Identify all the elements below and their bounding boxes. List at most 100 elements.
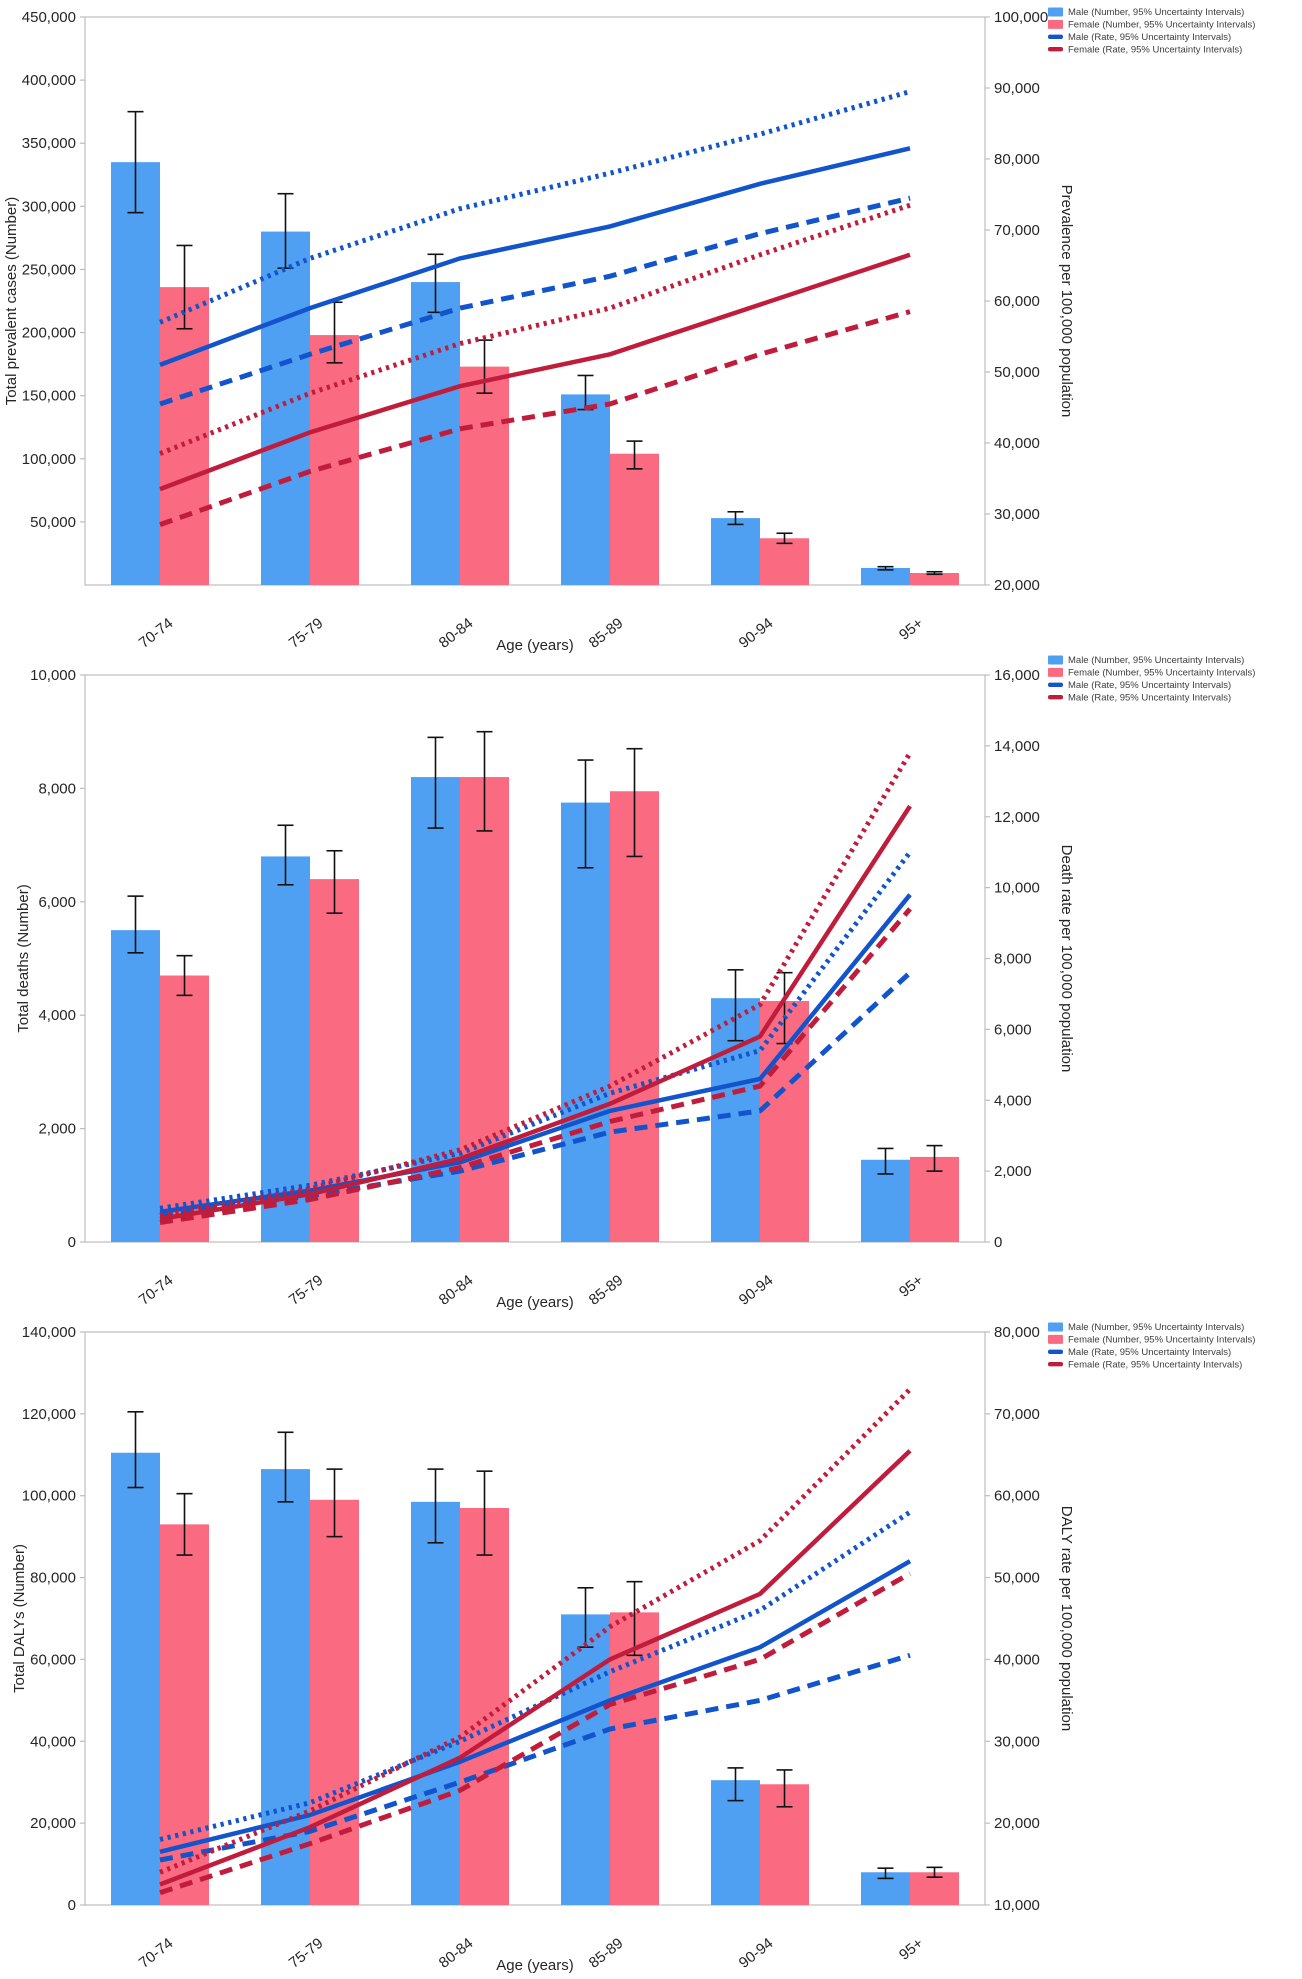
category-label: 95+ bbox=[896, 615, 927, 644]
left-axis-tick-label: 4,000 bbox=[38, 1007, 76, 1024]
rate-line-female_rate-lower bbox=[159, 309, 911, 527]
category-label: 70-74 bbox=[136, 1272, 177, 1309]
right-axis-tick-label: 14,000 bbox=[994, 738, 1040, 755]
category-label: 90-94 bbox=[736, 1935, 777, 1972]
left-axis-title: Total deaths (Number) bbox=[15, 884, 32, 1032]
legend: Male (Number, 95% Uncertainty Intervals)… bbox=[1048, 1322, 1255, 1370]
category-label: 80-84 bbox=[436, 615, 477, 652]
right-axis-tick-label: 80,000 bbox=[994, 1324, 1040, 1341]
left-axis-tick-label: 150,000 bbox=[22, 388, 76, 405]
plot-frame bbox=[84, 674, 986, 1243]
left-axis-tick-label: 140,000 bbox=[22, 1324, 76, 1341]
bar bbox=[910, 573, 959, 585]
category-label: 75-79 bbox=[286, 1935, 327, 1972]
category-label: 90-94 bbox=[736, 1272, 777, 1309]
bar bbox=[760, 538, 809, 585]
rate-line-female_rate-mean bbox=[159, 252, 911, 492]
legend-swatch-line bbox=[1048, 682, 1063, 687]
bar bbox=[111, 930, 160, 1242]
bar bbox=[711, 518, 760, 585]
error-bars bbox=[176, 1468, 943, 1878]
x-axis-title: Age (years) bbox=[496, 1957, 574, 1974]
category-label: 80-84 bbox=[436, 1272, 477, 1309]
x-axis-title: Age (years) bbox=[496, 637, 574, 654]
right-axis-tick-label: 12,000 bbox=[994, 809, 1040, 826]
right-axis-title: Prevalence per 100,000 population bbox=[1058, 185, 1075, 418]
bar bbox=[861, 567, 910, 585]
rate-line-male_rate-upper bbox=[159, 89, 911, 325]
bar bbox=[460, 366, 509, 585]
error-bars bbox=[176, 730, 943, 1172]
legend-label: Male (Number, 95% Uncertainty Intervals) bbox=[1068, 655, 1244, 666]
dalys-panel: 0 20,000 40,000 60,000 80,000 100,000 120,000 1… bbox=[11, 1322, 1255, 1974]
bar bbox=[261, 856, 310, 1242]
category-label: 95+ bbox=[896, 1935, 927, 1964]
bars-male bbox=[111, 1452, 910, 1905]
left-axis-tick-label: 8,000 bbox=[38, 780, 76, 797]
bar bbox=[460, 777, 509, 1242]
bar bbox=[111, 1452, 160, 1905]
right-axis-tick-label: 40,000 bbox=[994, 435, 1040, 452]
x-axis-title: Age (years) bbox=[496, 1294, 574, 1311]
rate-line-female_rate-mean bbox=[159, 1449, 912, 1887]
bar bbox=[561, 802, 610, 1242]
legend-label: Male (Rate, 95% Uncertainty Intervals) bbox=[1068, 680, 1231, 691]
left-axis-tick-label: 0 bbox=[68, 1234, 76, 1251]
left-axis-tick-label: 200,000 bbox=[22, 325, 76, 342]
right-axis-tick-label: 20,000 bbox=[994, 577, 1040, 594]
left-axis-tick-label: 100,000 bbox=[22, 1488, 76, 1505]
left-axis-tick-label: 60,000 bbox=[30, 1651, 76, 1668]
bar bbox=[111, 162, 160, 585]
category-label: 85-89 bbox=[586, 615, 627, 652]
right-axis-tick-label: 8,000 bbox=[994, 951, 1032, 968]
category-label: 95+ bbox=[896, 1272, 927, 1301]
left-axis-tick-label: 100,000 bbox=[22, 451, 76, 468]
legend-label: Female (Number, 95% Uncertainty Interval… bbox=[1068, 20, 1255, 31]
legend-label: Male (Rate, 95% Uncertainty Intervals) bbox=[1068, 692, 1231, 703]
legend-swatch-line bbox=[1048, 1362, 1063, 1367]
left-axis-tick-label: 0 bbox=[68, 1897, 76, 1914]
bar bbox=[561, 1614, 610, 1905]
right-axis-tick-label: 10,000 bbox=[994, 880, 1040, 897]
category-label: 85-89 bbox=[586, 1935, 627, 1972]
legend-swatch-line bbox=[1048, 47, 1063, 52]
bar bbox=[460, 1507, 509, 1905]
right-axis-tick-label: 2,000 bbox=[994, 1163, 1032, 1180]
rate-line-male_rate-lower bbox=[159, 970, 912, 1218]
right-axis-tick-label: 50,000 bbox=[994, 1570, 1040, 1587]
category-label: 90-94 bbox=[736, 615, 777, 652]
left-axis-tick-label: 350,000 bbox=[22, 135, 76, 152]
left-axis-tick-label: 400,000 bbox=[22, 72, 76, 89]
legend-swatch-bar bbox=[1048, 1322, 1063, 1332]
bar bbox=[411, 1501, 460, 1905]
left-axis-tick-label: 80,000 bbox=[30, 1570, 76, 1587]
bar bbox=[160, 975, 209, 1242]
prevalence-panel: 50,000 100,000 150,000 200,000 250,000 300,00… bbox=[3, 7, 1255, 654]
category-label: 80-84 bbox=[436, 1935, 477, 1972]
left-axis-tick-label: 2,000 bbox=[38, 1121, 76, 1138]
category-label: 75-79 bbox=[286, 1272, 327, 1309]
legend-swatch-bar bbox=[1048, 655, 1063, 665]
category-label: 85-89 bbox=[586, 1272, 627, 1309]
bar bbox=[561, 394, 610, 585]
right-axis-tick-label: 40,000 bbox=[994, 1651, 1040, 1668]
right-axis-tick-label: 10,000 bbox=[994, 1897, 1040, 1914]
right-axis-tick-label: 6,000 bbox=[994, 1021, 1032, 1038]
legend-label: Male (Number, 95% Uncertainty Intervals) bbox=[1068, 7, 1244, 18]
bar bbox=[610, 453, 659, 585]
category-label: 75-79 bbox=[286, 615, 327, 652]
right-axis-title: DALY rate per 100,000 population bbox=[1058, 1506, 1075, 1731]
rate-line-male_rate-lower bbox=[159, 195, 911, 407]
bars-female bbox=[160, 777, 959, 1242]
right-axis-tick-label: 16,000 bbox=[994, 667, 1040, 684]
rate-line-female_rate-lower bbox=[159, 1571, 912, 1896]
rate-line-female_rate-lower bbox=[159, 907, 912, 1225]
left-axis-title: Total DALYs (Number) bbox=[11, 1544, 28, 1693]
legend-label: Female (Rate, 95% Uncertainty Intervals) bbox=[1068, 1359, 1242, 1370]
left-axis-tick-label: 120,000 bbox=[22, 1406, 76, 1423]
right-axis-tick-label: 0 bbox=[994, 1234, 1002, 1251]
legend: Male (Number, 95% Uncertainty Intervals)… bbox=[1048, 655, 1255, 703]
legend-swatch-bar bbox=[1048, 7, 1063, 17]
